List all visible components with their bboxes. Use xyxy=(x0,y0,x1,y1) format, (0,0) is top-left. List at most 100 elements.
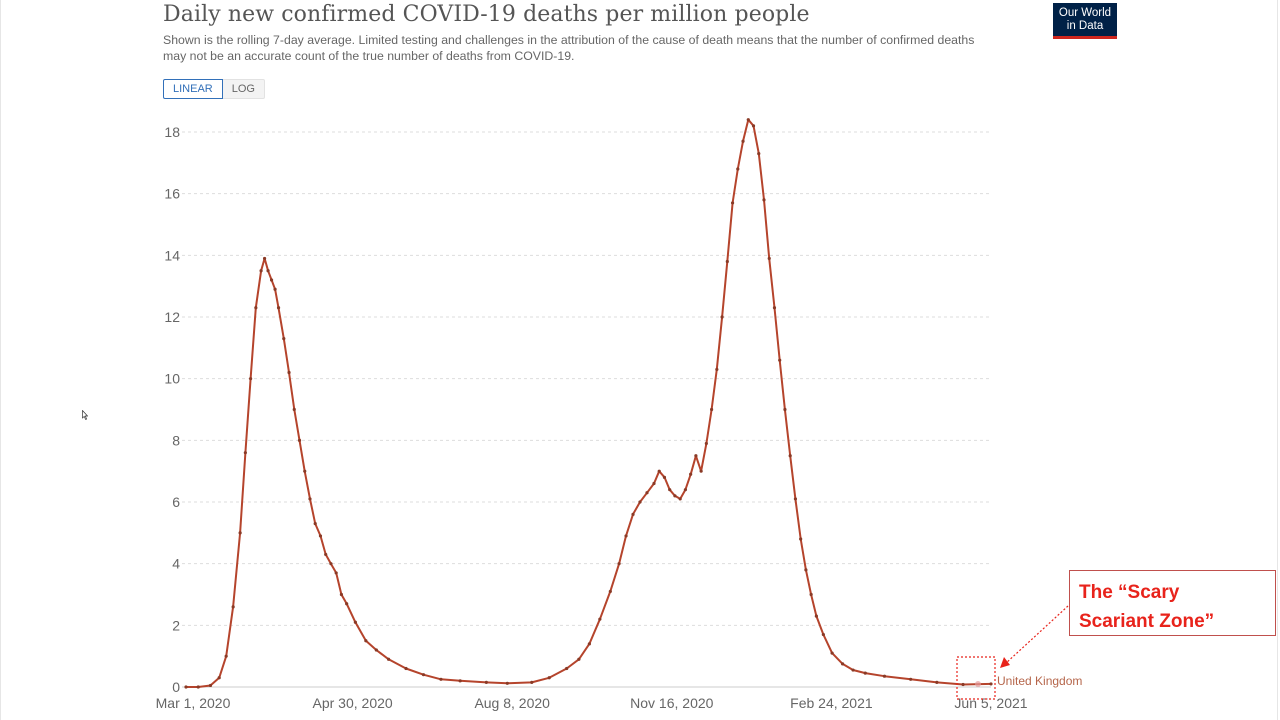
data-point xyxy=(303,469,307,473)
data-point xyxy=(547,676,551,680)
x-tick-label: Apr 30, 2020 xyxy=(313,695,393,711)
frame-border-right xyxy=(1277,0,1278,720)
data-point xyxy=(720,315,724,319)
data-point xyxy=(313,521,317,526)
data-point xyxy=(224,654,228,658)
data-point xyxy=(439,677,443,681)
data-point xyxy=(772,306,777,310)
data-point xyxy=(262,256,267,261)
data-point xyxy=(909,677,913,681)
data-point xyxy=(259,269,263,273)
data-point xyxy=(830,651,834,655)
data-point xyxy=(458,679,462,683)
x-tick-label: Jun 5, 2021 xyxy=(954,695,1027,711)
owid-logo[interactable]: Our World in Data xyxy=(1053,3,1117,39)
annotation-arrow-head xyxy=(1000,657,1010,668)
data-point xyxy=(793,497,798,501)
y-tick-label: 18 xyxy=(164,124,180,140)
data-point xyxy=(778,358,782,362)
data-point xyxy=(287,370,291,375)
data-point xyxy=(788,454,792,458)
data-point xyxy=(668,488,672,492)
data-point xyxy=(741,139,745,143)
data-point xyxy=(699,469,703,473)
data-point xyxy=(631,512,635,516)
data-point xyxy=(624,534,628,538)
data-point xyxy=(276,306,281,310)
data-point xyxy=(762,198,766,202)
logo-line-2: in Data xyxy=(1066,19,1104,32)
y-tick-label: 0 xyxy=(172,679,180,695)
series-line-united-kingdom xyxy=(186,118,992,688)
data-point xyxy=(266,269,270,273)
data-point xyxy=(421,673,426,677)
data-point xyxy=(804,568,808,572)
data-point xyxy=(704,441,708,446)
data-point xyxy=(208,683,213,688)
data-point xyxy=(243,451,247,455)
y-tick-label: 16 xyxy=(164,186,180,202)
log-scale-button[interactable]: LOG xyxy=(222,79,265,99)
data-point xyxy=(598,617,602,621)
data-point xyxy=(730,201,735,205)
data-point xyxy=(673,494,677,498)
data-point xyxy=(678,497,682,501)
y-tick-label: 12 xyxy=(164,309,180,325)
annotation-arrow-line xyxy=(1004,605,1069,665)
data-point xyxy=(746,118,750,122)
data-point xyxy=(725,259,729,264)
data-point xyxy=(935,680,939,684)
data-point xyxy=(292,407,296,412)
data-point xyxy=(269,278,274,282)
x-tick-label: Nov 16, 2020 xyxy=(630,695,713,711)
data-point xyxy=(374,648,378,652)
logo-line-1: Our World xyxy=(1058,7,1112,19)
data-point xyxy=(505,681,509,685)
data-point xyxy=(297,438,302,442)
data-point xyxy=(587,642,591,646)
data-point xyxy=(565,666,569,671)
data-point xyxy=(196,685,200,689)
data-point xyxy=(689,472,693,476)
data-point xyxy=(345,602,349,606)
data-point xyxy=(662,475,667,479)
data-point xyxy=(339,592,344,597)
data-point xyxy=(318,534,323,538)
linear-scale-button[interactable]: LINEAR xyxy=(163,79,223,99)
mouse-cursor-icon xyxy=(82,410,88,420)
chart-title: Daily new confirmed COVID-19 deaths per … xyxy=(163,2,810,27)
data-point xyxy=(273,287,277,291)
data-point xyxy=(308,497,312,501)
y-tick-label: 6 xyxy=(172,494,180,510)
scale-toggle: LINEAR LOG xyxy=(163,79,265,99)
data-point xyxy=(404,666,408,671)
data-point xyxy=(989,682,993,686)
data-point xyxy=(961,682,965,687)
data-point xyxy=(608,589,612,594)
data-point xyxy=(645,491,649,495)
data-point xyxy=(783,407,787,412)
data-point xyxy=(184,685,188,689)
data-point xyxy=(249,377,253,381)
data-point xyxy=(715,367,719,372)
data-point xyxy=(710,407,714,412)
data-point xyxy=(577,657,581,661)
data-point xyxy=(353,620,357,624)
x-tick-label: Aug 8, 2020 xyxy=(474,695,550,711)
x-tick-label: Feb 24, 2021 xyxy=(790,695,873,711)
data-point xyxy=(863,671,867,675)
data-point xyxy=(638,500,642,504)
y-tick-label: 4 xyxy=(172,556,180,572)
data-point xyxy=(329,562,333,566)
data-point xyxy=(530,680,534,684)
data-point xyxy=(364,639,368,643)
data-point xyxy=(799,537,803,541)
data-point xyxy=(840,662,845,666)
data-point xyxy=(254,306,258,310)
scary-zone-highlight-box xyxy=(956,656,996,700)
y-tick-label: 14 xyxy=(164,247,180,263)
data-point xyxy=(334,571,338,575)
data-point xyxy=(736,167,740,171)
data-point xyxy=(652,481,656,486)
